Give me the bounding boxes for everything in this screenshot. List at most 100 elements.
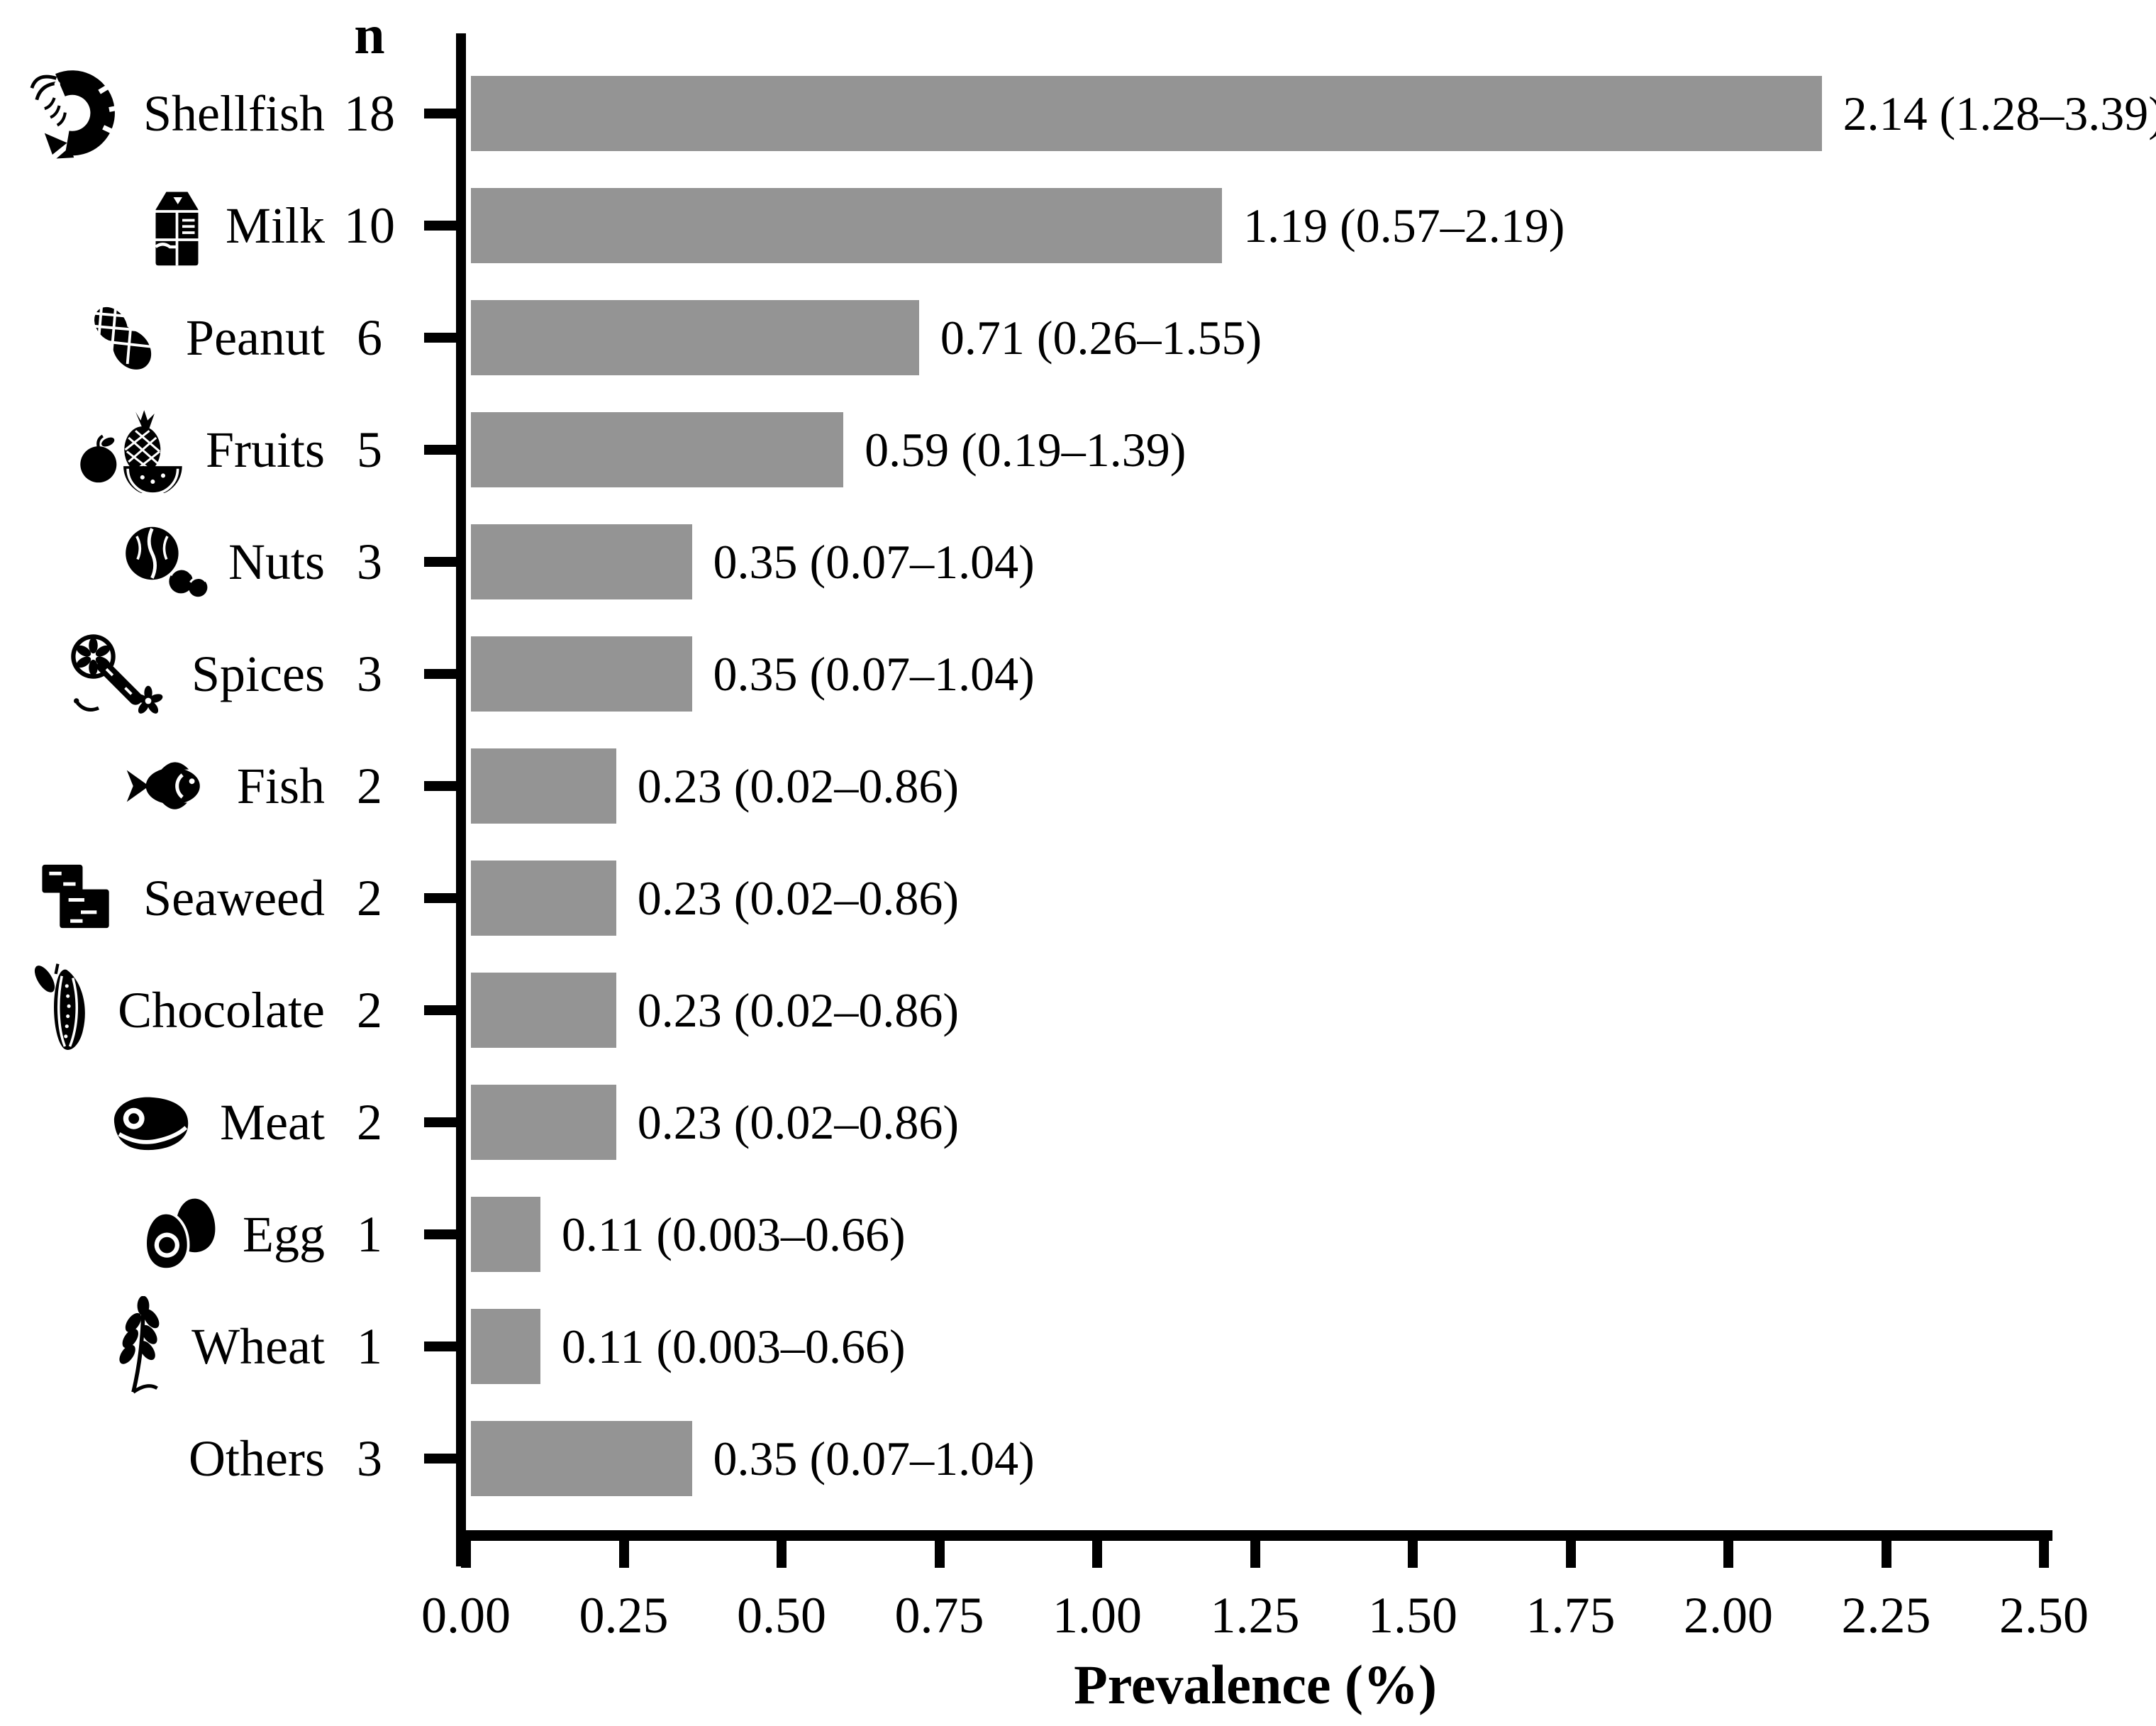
prevalence-value-label: 0.23 (0.02–0.86) (637, 1095, 959, 1149)
category-label: Seaweed (143, 870, 325, 926)
prevalence-value-label: 0.23 (0.02–0.86) (637, 870, 959, 925)
y-axis-tick (424, 1117, 461, 1127)
n-count: 3 (357, 645, 382, 702)
prevalence-value-label: 1.19 (0.57–2.19) (1243, 198, 1565, 253)
prevalence-value-label: 0.11 (0.003–0.66) (561, 1207, 906, 1261)
category-label: Shellfish (143, 85, 325, 142)
y-axis-line (456, 33, 466, 1566)
fruits-icon (75, 406, 187, 493)
prevalence-value-label: 0.11 (0.003–0.66) (561, 1319, 906, 1373)
n-count: 10 (344, 197, 395, 254)
y-axis-tick (424, 781, 461, 791)
x-tick-label: 1.75 (1526, 1587, 1616, 1644)
chart-row: Egg 1 0.11 (0.003–0.66) (0, 1178, 2156, 1290)
x-axis-tick (618, 1541, 629, 1568)
cacao-pod-icon (28, 960, 99, 1061)
n-count: 5 (357, 421, 382, 478)
x-tick-label: 2.00 (1684, 1587, 1773, 1644)
n-count: 6 (357, 309, 382, 366)
chart-row: Chocolate 2 0.23 (0.02–0.86) (0, 954, 2156, 1066)
prevalence-value-label: 0.71 (0.26–1.55) (940, 310, 1262, 365)
y-axis-tick (424, 557, 461, 567)
x-tick-label: 2.25 (1841, 1587, 1931, 1644)
prevalence-bar (471, 1421, 692, 1496)
category-label: Nuts (228, 533, 325, 590)
x-tick-label: 1.00 (1052, 1587, 1142, 1644)
x-tick-label: 0.75 (894, 1587, 984, 1644)
prevalence-value-label: 2.14 (1.28–3.39) (1843, 86, 2156, 140)
x-axis-tick (2039, 1541, 2049, 1568)
x-tick-label: 0.50 (737, 1587, 826, 1644)
y-axis-tick (424, 333, 461, 343)
walnut-icon (116, 519, 210, 604)
n-count: 1 (357, 1205, 382, 1263)
prevalence-bar (471, 76, 1822, 151)
n-count: 2 (357, 981, 382, 1039)
x-axis-tick (1881, 1541, 1891, 1568)
x-axis-tick (1408, 1541, 1418, 1568)
n-count: 1 (357, 1317, 382, 1375)
meat-icon (102, 1082, 201, 1163)
y-axis-tick (424, 669, 461, 679)
chart-row: Others 3 0.35 (0.07–1.04) (0, 1403, 2156, 1515)
prevalence-bar (471, 748, 616, 824)
prevalence-value-label: 0.23 (0.02–0.86) (637, 758, 959, 813)
n-count: 2 (357, 757, 382, 814)
chart-row: Shellfish 18 2.14 (1.28–3.39) (0, 57, 2156, 170)
chart-row: Spices 3 0.35 (0.07–1.04) (0, 618, 2156, 730)
prevalence-bar (471, 188, 1223, 263)
category-label: Spices (191, 646, 325, 702)
fish-icon (118, 746, 218, 826)
x-axis-tick (777, 1541, 787, 1568)
x-axis-tick (461, 1541, 471, 1568)
x-tick-label: 1.25 (1210, 1587, 1300, 1644)
prevalence-bar (471, 1197, 540, 1272)
y-axis-tick (424, 1341, 461, 1351)
prevalence-value-label: 0.35 (0.07–1.04) (713, 1431, 1035, 1486)
x-axis-line (456, 1530, 2052, 1541)
chart-row: Fruits 5 0.59 (0.19–1.39) (0, 394, 2156, 506)
category-label: Meat (220, 1094, 325, 1151)
n-count: 3 (357, 533, 382, 590)
category-label: Others (189, 1430, 325, 1487)
peanut-icon (77, 292, 167, 383)
wheat-icon (104, 1296, 173, 1397)
prevalence-value-label: 0.23 (0.02–0.86) (637, 983, 959, 1037)
egg-icon (135, 1190, 224, 1279)
category-label: Egg (243, 1206, 325, 1263)
prevalence-value-label: 0.59 (0.19–1.39) (865, 422, 1187, 477)
x-axis-tick (1565, 1541, 1576, 1568)
x-axis-tick (934, 1541, 945, 1568)
y-axis-tick (424, 109, 461, 118)
x-tick-label: 0.00 (421, 1587, 511, 1644)
prevalence-bar (471, 1309, 540, 1384)
shrimp-icon (27, 65, 125, 162)
category-label: Fish (236, 758, 325, 814)
x-axis-tick (1723, 1541, 1733, 1568)
prevalence-bar (471, 300, 919, 375)
y-axis-tick (424, 445, 461, 455)
n-column-header: n (354, 4, 385, 65)
chart-row: Meat 2 0.23 (0.02–0.86) (0, 1066, 2156, 1178)
chart-row: Nuts 3 0.35 (0.07–1.04) (0, 506, 2156, 618)
category-label: Milk (225, 197, 325, 254)
y-axis-tick (424, 1454, 461, 1464)
prevalence-bar (471, 412, 844, 487)
category-label: Peanut (186, 309, 325, 366)
y-axis-tick (424, 1005, 461, 1015)
n-count: 2 (357, 869, 382, 926)
chart-row: Seaweed 2 0.23 (0.02–0.86) (0, 842, 2156, 954)
y-axis-tick (424, 1229, 461, 1239)
prevalence-value-label: 0.35 (0.07–1.04) (713, 646, 1035, 701)
n-count: 3 (357, 1429, 382, 1487)
prevalence-bar (471, 636, 692, 712)
milk-carton-icon (136, 179, 207, 272)
y-axis-tick (424, 893, 461, 903)
chart-row: Fish 2 0.23 (0.02–0.86) (0, 730, 2156, 842)
x-tick-label: 0.25 (579, 1587, 669, 1644)
prevalence-bar (471, 1085, 616, 1160)
prevalence-bar (471, 861, 616, 936)
prevalence-value-label: 0.35 (0.07–1.04) (713, 534, 1035, 589)
x-axis-tick (1250, 1541, 1260, 1568)
